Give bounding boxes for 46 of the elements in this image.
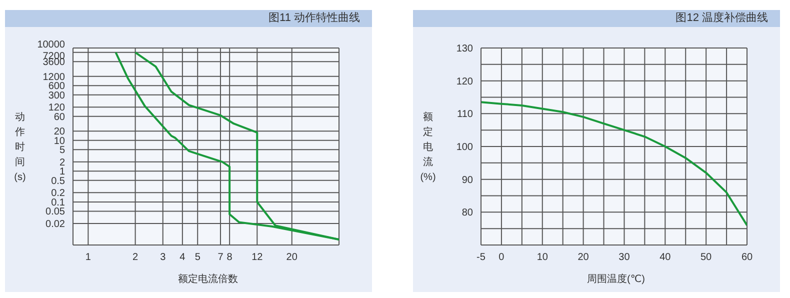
x-tick-label: 5 (194, 252, 201, 264)
x-axis-title: 周围温度(℃) (586, 272, 646, 286)
y-tick-label: 110 (457, 109, 474, 120)
y-tick-label: 60 (54, 112, 66, 123)
chart-title: 图12 温度补偿曲线 (413, 10, 780, 27)
y-tick-label: 100 (456, 142, 474, 153)
chart-title: 图11 动作特性曲线 (5, 10, 372, 27)
y-tick-label: 120 (456, 76, 474, 88)
y-axis-title: 额定电流(%) (420, 110, 436, 185)
x-tick-label: 50 (700, 252, 712, 264)
y-tick-label: 0.1 (51, 197, 66, 208)
y-tick-label: 300 (48, 90, 66, 102)
y-tick-label: 5 (59, 145, 66, 156)
y-tick-label: 0.05 (46, 206, 66, 218)
y-tick-label: 600 (48, 81, 66, 92)
x-tick-label: 4 (180, 252, 186, 264)
x-tick-label: 0 (498, 252, 505, 264)
line-series (481, 101, 747, 226)
y-tick-label: 0.5 (51, 176, 66, 187)
x-axis-title: 额定电流倍数 (177, 272, 239, 286)
x-tick-label: 10 (536, 252, 548, 264)
y-tick-label: 10 (54, 136, 66, 147)
y-tick-label: 20 (54, 126, 66, 138)
x-tick-label: 12 (252, 252, 264, 264)
y-tick-label: 0.2 (51, 188, 66, 200)
x-tick-label: 3 (160, 252, 166, 264)
y-tick-label: 1200 (42, 72, 66, 83)
y-tick-label: 10000 (37, 40, 66, 50)
y-tick-label: 90 (462, 174, 474, 186)
x-tick-label: 20 (578, 252, 590, 264)
y-tick-label: 80 (462, 208, 474, 219)
x-tick-label: 8 (226, 252, 233, 264)
x-tick-label: 30 (618, 252, 630, 264)
y-tick-label: 0.02 (46, 218, 66, 230)
y-tick-label: 2 (59, 157, 66, 168)
x-tick-label: 40 (660, 252, 672, 264)
x-tick-label: 7 (218, 252, 224, 264)
x-tick-label: 1 (85, 252, 92, 264)
x-tick-label: 60 (741, 252, 753, 264)
y-tick-label: 130 (456, 44, 474, 54)
x-tick-label: -5 (476, 252, 486, 264)
y-tick-label: 1 (59, 166, 66, 178)
y-axis-title: 动作时间(s) (13, 111, 27, 185)
x-tick-label: 2 (132, 252, 139, 264)
x-tick-label: 20 (286, 252, 298, 264)
y-tick-label: 120 (48, 102, 66, 114)
